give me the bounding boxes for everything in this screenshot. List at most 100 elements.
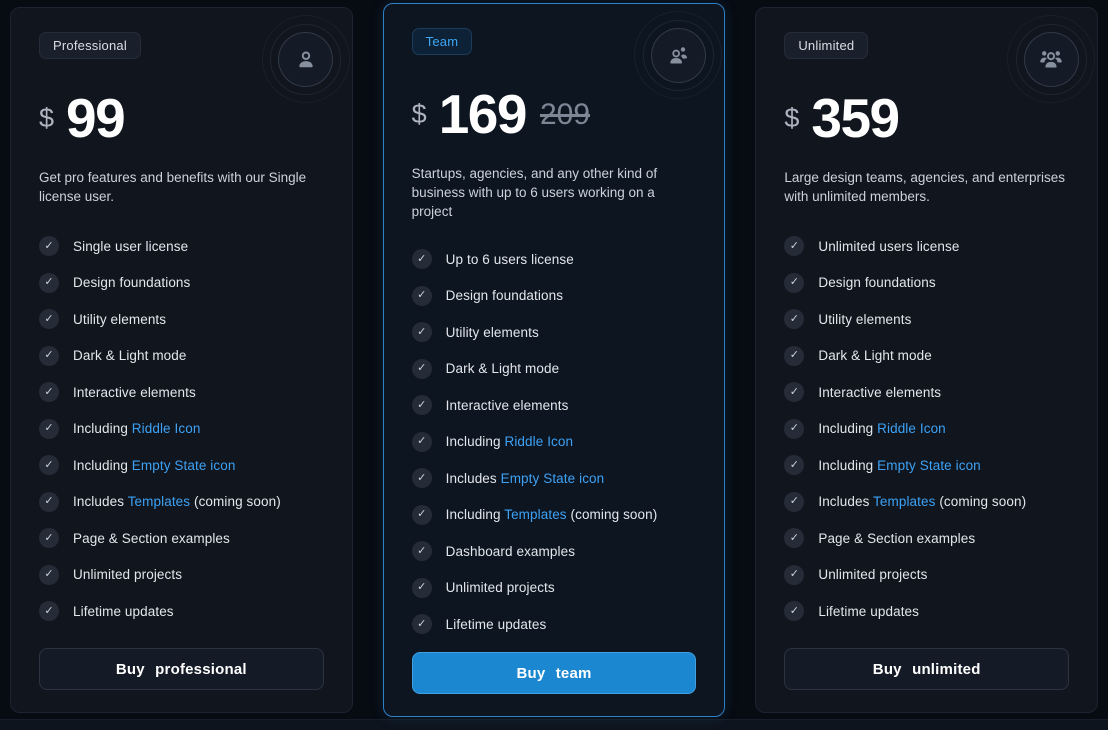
feature-link[interactable]: Templates: [504, 507, 567, 523]
feature-text-segment: Up to 6 users license: [445, 251, 574, 267]
feature-text-segment: Interactive elements: [445, 397, 569, 413]
feature-item: ✓ Lifetime updates: [39, 600, 324, 622]
feature-item: ✓ Page & Section examples: [784, 527, 1069, 549]
feature-link[interactable]: Empty State icon: [877, 457, 981, 473]
feature-link[interactable]: Templates: [873, 494, 936, 509]
feature-text-segment: Includes: [445, 470, 501, 486]
price-currency: $: [784, 103, 800, 133]
feature-label: Lifetime updates: [818, 604, 919, 619]
feature-item: ✓ Unlimited users license: [784, 235, 1069, 257]
feature-item: ✓ Dark & Light mode: [784, 345, 1069, 367]
feature-label: Including Riddle Icon: [818, 421, 945, 436]
feature-link[interactable]: Riddle Icon: [131, 421, 201, 436]
plan-icon-ring: [1015, 23, 1087, 95]
feature-text-segment: Dark & Light mode: [73, 348, 187, 363]
feature-text-segment: Dashboard examples: [445, 543, 576, 559]
check-icon: ✓: [39, 564, 59, 585]
buy-button[interactable]: Buy unlimited: [784, 648, 1070, 690]
plan-badge: Professional: [39, 32, 141, 59]
feature-item: ✓ Includes Templates (coming soon): [784, 491, 1069, 513]
check-icon: ✓: [784, 601, 805, 621]
feature-label: Utility elements: [446, 325, 539, 340]
plan-description: Large design teams, agencies, and enterp…: [784, 170, 1066, 205]
check-icon: ✓: [39, 455, 59, 475]
feature-label: Including Empty State icon: [73, 458, 235, 473]
buy-button[interactable]: Buy team: [411, 652, 697, 694]
feature-label: Dashboard examples: [446, 544, 575, 559]
feature-text-segment: Design foundations: [818, 275, 936, 290]
feature-item: ✓ Unlimited projects: [39, 564, 324, 586]
feature-label: Unlimited projects: [818, 567, 927, 582]
check-icon: ✓: [39, 236, 59, 256]
feature-item: ✓ Including Empty State icon: [39, 454, 324, 476]
feature-label: Includes Empty State icon: [446, 471, 605, 486]
feature-label: Design foundations: [818, 275, 935, 290]
spacer: [784, 637, 1069, 649]
feature-text-segment: Including: [445, 434, 505, 450]
feature-label: Interactive elements: [73, 385, 196, 400]
features-list: ✓ Single user license ✓ Design foundations ✓…: [39, 235, 324, 637]
feature-item: ✓ Including Empty State icon: [784, 454, 1069, 476]
feature-text-segment: Lifetime updates: [445, 616, 547, 632]
check-icon: ✓: [784, 564, 805, 585]
check-icon: ✓: [411, 285, 432, 306]
feature-item: ✓ Design foundations: [411, 285, 697, 307]
check-icon: ✓: [411, 577, 432, 598]
price-currency: $: [411, 99, 427, 129]
check-icon: ✓: [39, 345, 59, 366]
price-currency: $: [39, 103, 55, 133]
feature-item: ✓ Includes Empty State icon: [411, 467, 697, 489]
check-icon: ✓: [411, 614, 432, 635]
feature-item: ✓ Including Templates (coming soon): [411, 504, 697, 526]
feature-link[interactable]: Riddle Icon: [877, 421, 946, 436]
feature-text-segment: Dark & Light mode: [818, 348, 932, 363]
check-icon: ✓: [784, 382, 805, 402]
feature-item: ✓ Includes Templates (coming soon): [39, 491, 324, 513]
feature-label: Includes Templates (coming soon): [818, 494, 1026, 509]
feature-link[interactable]: Templates: [127, 494, 191, 509]
check-icon: ✓: [411, 322, 432, 343]
buy-button[interactable]: Buy professional: [39, 648, 324, 690]
price-row: $ 169 209: [412, 87, 697, 142]
feature-label: Unlimited projects: [73, 567, 182, 582]
features-list: ✓ Up to 6 users license ✓ Design foundation…: [411, 248, 697, 650]
feature-label: Including Riddle Icon: [73, 421, 200, 436]
feature-text-segment: Interactive elements: [73, 384, 196, 400]
feature-label: Including Riddle Icon: [446, 434, 573, 449]
feature-text-segment: Includes: [818, 494, 874, 509]
feature-text-segment: Utility elements: [818, 311, 912, 327]
feature-item: ✓ Including Riddle Icon: [39, 418, 324, 440]
features-list: ✓ Unlimited users license ✓ Design foundati…: [784, 235, 1069, 637]
feature-label: Dark & Light mode: [73, 348, 187, 363]
feature-label: Lifetime updates: [446, 617, 547, 632]
check-icon: ✓: [411, 358, 432, 379]
feature-link[interactable]: Empty State icon: [500, 470, 605, 486]
feature-text-segment: Interactive elements: [818, 384, 942, 400]
feature-text-segment: Page & Section examples: [818, 530, 976, 546]
pricing-card: Team $ 169 209 Startups, agencies, and a…: [382, 3, 726, 717]
two-users-icon: [650, 27, 706, 83]
feature-label: Utility elements: [818, 312, 911, 327]
feature-text-segment: (coming soon): [566, 507, 658, 523]
feature-text-segment: Including: [445, 507, 505, 523]
feature-link[interactable]: Empty State icon: [131, 457, 236, 473]
check-icon: ✓: [784, 272, 805, 293]
price-old: 209: [539, 97, 591, 131]
price-amount: 99: [66, 87, 126, 149]
feature-text-segment: Unlimited users license: [818, 238, 960, 254]
feature-text-segment: Lifetime updates: [73, 603, 174, 619]
feature-text-segment: Lifetime updates: [818, 603, 920, 619]
group-users-icon: [1023, 31, 1079, 87]
feature-item: ✓ Dashboard examples: [411, 540, 697, 562]
feature-label: Unlimited users license: [818, 239, 959, 254]
feature-item: ✓ Up to 6 users license: [411, 248, 697, 270]
feature-text-segment: Including: [73, 457, 132, 473]
feature-link[interactable]: Riddle Icon: [504, 434, 574, 450]
check-icon: ✓: [784, 309, 805, 329]
feature-text-segment: Design foundations: [445, 288, 564, 304]
feature-text-segment: (coming soon): [935, 494, 1027, 509]
feature-item: ✓ Interactive elements: [39, 381, 324, 403]
feature-label: Design foundations: [446, 288, 563, 303]
feature-text-segment: Unlimited projects: [445, 580, 555, 596]
feature-item: ✓ Including Riddle Icon: [411, 431, 697, 453]
